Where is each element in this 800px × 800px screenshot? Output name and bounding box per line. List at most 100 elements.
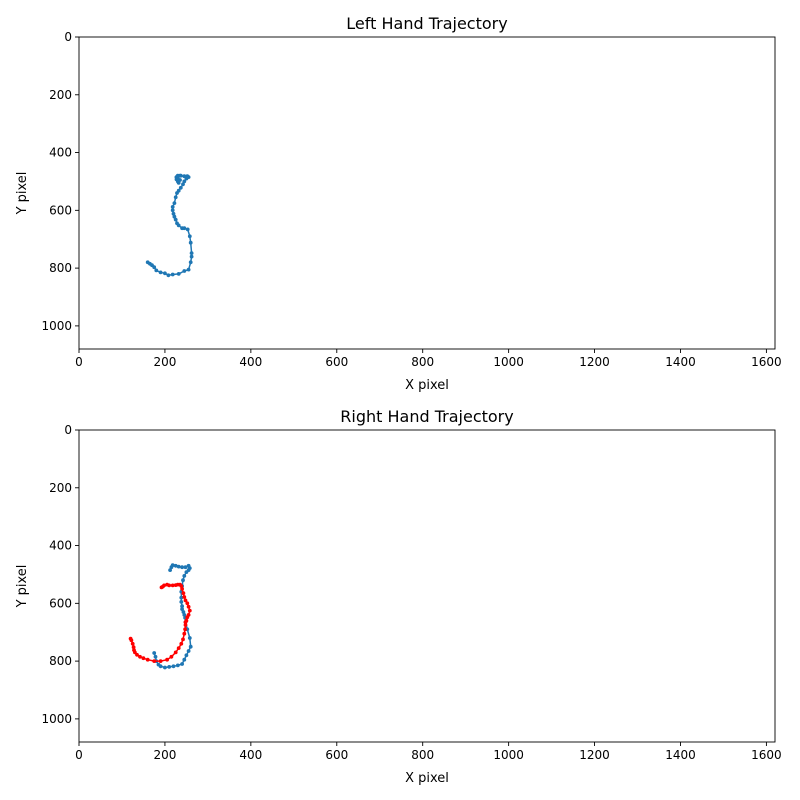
right-hand-series-1-point xyxy=(187,608,192,613)
right-hand-series-0-point xyxy=(181,610,186,614)
left-hand-series-0-line xyxy=(147,174,193,277)
left-hand-x-tick-label: 800 xyxy=(411,355,434,369)
left-hand-series-0-point xyxy=(172,201,177,206)
right-hand-series-0-point xyxy=(180,662,185,666)
right-hand-series-0-point xyxy=(183,565,188,570)
left-hand-y-tick-label: 800 xyxy=(49,261,72,275)
right-hand-series-0-point xyxy=(187,636,192,640)
left-hand-series-0-point xyxy=(163,271,167,276)
left-hand-series-0-point xyxy=(176,188,181,193)
right-hand-series-0-point xyxy=(163,665,167,670)
left-hand-series-0-point xyxy=(170,205,175,209)
right-hand-series-0-point xyxy=(179,595,184,600)
right-hand-series-0-point xyxy=(186,563,191,568)
right-hand-subplot: Right Hand Trajectory X pixel Y pixel 0 2… xyxy=(15,407,782,786)
right-hand-y-tick-label: 600 xyxy=(49,596,72,610)
right-hand-x-tick-label: 0 xyxy=(75,748,83,762)
right-hand-series-1-point xyxy=(131,645,136,650)
right-hand-x-tick-label: 1000 xyxy=(493,748,524,762)
left-hand-series-0-point xyxy=(185,227,190,232)
right-hand-series-0-point xyxy=(182,574,187,578)
right-hand-series-0-point xyxy=(158,664,163,669)
left-hand-series-0-point xyxy=(158,270,163,275)
left-hand-series-0-point xyxy=(178,185,183,190)
right-hand-series-0-point xyxy=(169,565,174,570)
right-hand-series-1-point xyxy=(179,641,184,646)
right-hand-series-1-point xyxy=(158,659,163,663)
right-hand-x-tick-label: 200 xyxy=(153,748,176,762)
right-hand-series-1-point xyxy=(184,618,189,623)
left-hand-series-0-point xyxy=(188,240,193,245)
right-hand-series-1-point xyxy=(186,604,191,609)
left-hand-series-0-point xyxy=(175,221,179,226)
left-hand-x-tick-label: 1600 xyxy=(751,355,782,369)
left-hand-xlabel: X pixel xyxy=(405,378,449,393)
left-hand-x-tick-label: 400 xyxy=(239,355,262,369)
right-hand-series-0-point xyxy=(176,564,181,569)
left-hand-y-tick-label: 200 xyxy=(49,88,72,102)
right-hand-series-1-point xyxy=(130,641,135,646)
right-hand-series-0-point xyxy=(182,657,187,662)
left-hand-y-tick-label: 600 xyxy=(49,203,72,217)
left-hand-series-0-point xyxy=(178,173,182,178)
right-hand-series-1-point xyxy=(152,659,157,663)
right-hand-series-0-point xyxy=(153,654,158,659)
right-hand-series-1-point xyxy=(173,583,178,587)
left-hand-series-0-point xyxy=(188,260,193,265)
left-hand-y-tick-label: 400 xyxy=(49,146,72,160)
right-hand-y-tick-label: 0 xyxy=(64,423,72,437)
right-hand-series-1-point xyxy=(176,646,181,650)
left-hand-series-0-point xyxy=(152,265,157,270)
right-hand-series-1-point xyxy=(180,587,185,591)
right-hand-series-0-point xyxy=(152,651,157,655)
right-hand-y-tick-label: 200 xyxy=(49,481,72,495)
left-hand-subplot: Left Hand Trajectory X pixel Y pixel 0 20… xyxy=(15,14,782,393)
right-hand-series-0-point xyxy=(179,600,184,604)
right-hand-series-1-point xyxy=(145,657,150,662)
left-hand-series-0-point xyxy=(182,179,187,184)
right-hand-x-tick-label: 600 xyxy=(325,748,348,762)
right-hand-series-1-point xyxy=(183,623,188,627)
right-hand-series-1-point xyxy=(165,657,170,662)
right-hand-x-tick-label: 400 xyxy=(239,748,262,762)
right-hand-series-1-point xyxy=(135,652,139,657)
left-hand-title: Left Hand Trajectory xyxy=(346,14,507,33)
right-hand-series-1-point xyxy=(138,654,142,659)
left-hand-series-0-point xyxy=(186,267,191,272)
left-hand-series-0-point xyxy=(176,181,181,185)
right-hand-series-1-point xyxy=(173,650,178,655)
right-hand-series-0-point xyxy=(180,565,185,570)
left-hand-series-0-point xyxy=(187,234,192,239)
right-hand-series-1-point xyxy=(165,582,170,587)
left-hand-series-0-point xyxy=(166,273,171,278)
right-hand-title: Right Hand Trajectory xyxy=(340,407,513,426)
left-hand-x-tick-label: 0 xyxy=(75,355,83,369)
right-hand-xlabel: X pixel xyxy=(405,771,449,786)
right-hand-x-tick-label: 800 xyxy=(411,748,434,762)
right-hand-series-1-point xyxy=(183,598,188,603)
right-hand-series-0-point xyxy=(173,563,178,568)
right-hand-series-0-point xyxy=(167,665,172,669)
left-hand-series-0-point xyxy=(182,174,187,179)
right-hand-series-0-point xyxy=(180,607,185,611)
right-hand-series-1-point xyxy=(181,591,186,596)
left-hand-axes-frame xyxy=(78,36,776,350)
right-hand-series-1-point xyxy=(159,585,164,590)
right-hand-y-tick-label: 400 xyxy=(49,539,72,553)
left-hand-series-0-point xyxy=(171,211,176,216)
left-hand-series-0-point xyxy=(182,269,187,273)
left-hand-x-tick-label: 200 xyxy=(153,355,176,369)
right-hand-series-1-point xyxy=(185,601,190,606)
left-hand-series-0-point xyxy=(181,182,185,187)
right-hand-y-tick-label: 1000 xyxy=(41,712,72,726)
right-hand-series-1-point xyxy=(186,613,191,617)
left-hand-series-0-point xyxy=(173,195,178,200)
left-hand-series-0-point xyxy=(189,251,194,256)
right-hand-series-0-point xyxy=(184,653,189,658)
right-hand-series-1-point xyxy=(141,656,146,661)
right-hand-series-0-point xyxy=(182,613,187,617)
right-hand-series-1-point xyxy=(183,627,188,632)
right-hand-series-1-point xyxy=(129,638,134,643)
right-hand-series-0-point xyxy=(168,568,173,572)
